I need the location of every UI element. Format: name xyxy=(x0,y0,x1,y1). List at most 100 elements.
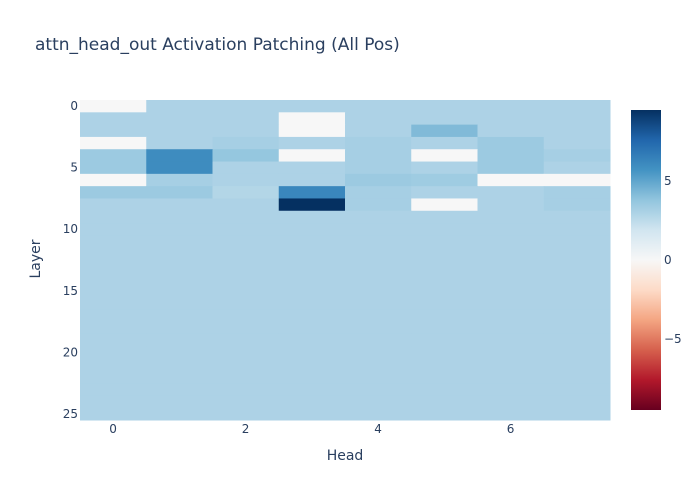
heatmap-cell xyxy=(212,100,280,113)
heatmap-cell xyxy=(80,223,147,236)
heatmap-cell xyxy=(278,309,346,323)
colorbar xyxy=(631,110,661,410)
heatmap-cell xyxy=(278,395,346,409)
heatmap-cell xyxy=(278,407,346,421)
heatmap-cell xyxy=(212,370,280,384)
heatmap-cell xyxy=(411,100,478,113)
heatmap-cell xyxy=(146,149,213,163)
heatmap-cell xyxy=(543,321,611,335)
heatmap-cell xyxy=(212,407,280,421)
chart-title: attn_head_out Activation Patching (All P… xyxy=(35,35,400,55)
heatmap-cell xyxy=(278,235,346,249)
heatmap-cell xyxy=(543,235,611,249)
heatmap-cell xyxy=(146,346,213,359)
heatmap-cell xyxy=(477,235,545,249)
heatmap-cell xyxy=(477,223,545,236)
heatmap-cell xyxy=(146,260,213,273)
heatmap-cell xyxy=(278,223,346,236)
heatmap-cell xyxy=(212,333,280,347)
heatmap-cell xyxy=(345,346,412,359)
heatmap-cell xyxy=(543,346,611,359)
colorbar-tick-label: 5 xyxy=(664,174,672,188)
heatmap-cell xyxy=(278,321,346,335)
colorbar-ticks: 5 0 −5 xyxy=(664,174,682,346)
heatmap-cell xyxy=(278,358,346,372)
heatmap-cell xyxy=(345,223,412,236)
heatmap-cell xyxy=(80,321,147,335)
heatmap-cell xyxy=(543,309,611,323)
colorbar-tick-label: 0 xyxy=(664,253,672,267)
heatmap-cell xyxy=(146,296,213,310)
y-tick-label: 10 xyxy=(63,222,78,236)
heatmap-cell xyxy=(543,161,611,175)
heatmap-cell xyxy=(543,100,611,113)
heatmap-cell xyxy=(278,210,346,224)
heatmap-cell xyxy=(345,124,412,138)
heatmap-cell xyxy=(411,112,478,126)
heatmap-cell xyxy=(345,112,412,126)
heatmap-cell xyxy=(278,149,346,163)
heatmap-cell xyxy=(345,284,412,298)
heatmap-cell xyxy=(278,296,346,310)
heatmap-cell xyxy=(212,346,280,359)
heatmap-cell xyxy=(477,333,545,347)
heatmap-cell xyxy=(212,124,280,138)
heatmap-cell xyxy=(146,223,213,236)
heatmap-cell xyxy=(345,198,412,212)
y-axis-title: Layer xyxy=(28,239,44,278)
heatmap-cell xyxy=(212,247,280,261)
heatmap-cell xyxy=(146,136,213,150)
heatmap-cell xyxy=(146,333,213,347)
heatmap-cell xyxy=(411,186,478,199)
heatmap-cell xyxy=(477,358,545,372)
heatmap-cell xyxy=(278,186,346,199)
heatmap-cell xyxy=(543,223,611,236)
heatmap-cell xyxy=(543,173,611,187)
heatmap-cell xyxy=(543,210,611,224)
heatmap-cell xyxy=(278,173,346,187)
heatmap-cell xyxy=(80,284,147,298)
heatmap-cell xyxy=(345,161,412,175)
heatmap-cell xyxy=(80,370,147,384)
heatmap-cell xyxy=(212,321,280,335)
heatmap-cell xyxy=(345,358,412,372)
heatmap-cell xyxy=(278,100,346,113)
heatmap-cell xyxy=(543,358,611,372)
heatmap-cell xyxy=(345,333,412,347)
heatmap-cell xyxy=(411,272,478,286)
heatmap-cell xyxy=(345,149,412,163)
heatmap-cell xyxy=(345,407,412,421)
heatmap-cell xyxy=(477,321,545,335)
heatmap-cell xyxy=(212,383,280,396)
heatmap-cell xyxy=(212,112,280,126)
heatmap-cell xyxy=(80,247,147,261)
heatmap-cell xyxy=(411,235,478,249)
heatmap-cell xyxy=(543,136,611,150)
heatmap-cell xyxy=(212,136,280,150)
heatmap-cell xyxy=(212,296,280,310)
y-tick-label: 5 xyxy=(70,161,78,175)
heatmap-cell xyxy=(212,186,280,199)
heatmap-cell xyxy=(411,161,478,175)
heatmap-cell xyxy=(146,210,213,224)
heatmap-cell xyxy=(345,247,412,261)
heatmap-cell xyxy=(146,198,213,212)
heatmap-cell xyxy=(345,395,412,409)
heatmap-cell xyxy=(212,260,280,273)
heatmap-cell xyxy=(146,284,213,298)
heatmap-cell xyxy=(146,235,213,249)
heatmap-cell xyxy=(477,370,545,384)
heatmap-cell xyxy=(80,210,147,224)
heatmap-cell xyxy=(80,358,147,372)
heatmap-cell xyxy=(278,198,346,212)
heatmap-cell xyxy=(212,358,280,372)
heatmap-cell xyxy=(146,358,213,372)
x-tick-label: 4 xyxy=(374,422,382,436)
heatmap-cell xyxy=(146,173,213,187)
heatmap-cell xyxy=(477,346,545,359)
heatmap-cell xyxy=(477,309,545,323)
heatmap-cell xyxy=(477,296,545,310)
heatmap-cell xyxy=(543,247,611,261)
heatmap-cell xyxy=(543,407,611,421)
